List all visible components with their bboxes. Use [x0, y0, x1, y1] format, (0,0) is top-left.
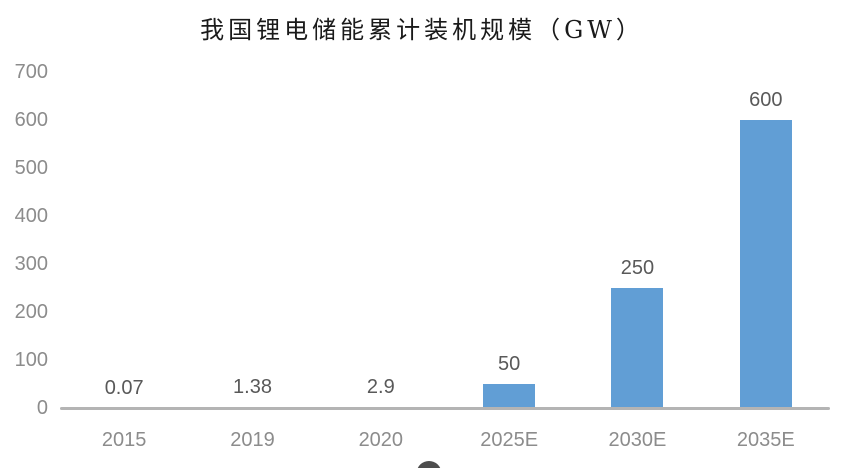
- x-axis-line: [60, 407, 830, 410]
- x-tick-label: 2035E: [736, 429, 795, 451]
- bar-slot: 2.9: [317, 72, 445, 408]
- bar-value-label: 600: [749, 89, 783, 111]
- bar: [739, 120, 792, 408]
- bar: [611, 288, 664, 408]
- x-tick-label: 2015: [101, 429, 147, 451]
- bar-value-label: 1.38: [233, 376, 272, 399]
- chart-title: 我国锂电储能累计装机规模（GW）: [200, 16, 644, 44]
- y-tick-label: 0: [36, 397, 48, 419]
- bar-slot: 600: [702, 72, 830, 408]
- y-tick-label: 200: [14, 301, 48, 323]
- bar-value-label: 2.9: [366, 375, 395, 398]
- y-tick-label: 500: [14, 157, 48, 179]
- cropped-logo-mark: [417, 461, 441, 468]
- bar-value-label: 250: [620, 257, 655, 279]
- plot-area: 0.07 1.38 2.9 50 250 600: [60, 72, 830, 408]
- y-tick-label: 700: [14, 61, 48, 83]
- y-tick-label: 300: [14, 253, 48, 275]
- bar-slot: 0.07: [60, 72, 188, 408]
- bar-value-label: 0.07: [104, 376, 144, 399]
- y-tick-label: 600: [14, 109, 48, 131]
- bar-slot: 50: [445, 72, 573, 408]
- bar-slot: 250: [573, 72, 701, 408]
- y-tick-label: 400: [14, 205, 48, 227]
- x-tick-label: 2020: [358, 429, 404, 451]
- x-axis: 2015 2019 2020 2025E 2030E 2035E: [60, 430, 830, 450]
- bar-slot: 1.38: [188, 72, 316, 408]
- y-axis: 0 100 200 300 400 500 600 700: [0, 62, 48, 418]
- x-tick-label: 2019: [230, 429, 275, 451]
- bar-value-label: 50: [498, 353, 521, 375]
- x-tick-label: 2030E: [608, 429, 667, 451]
- bar: [483, 384, 536, 408]
- y-tick-label: 100: [14, 349, 48, 371]
- x-tick-label: 2025E: [480, 429, 539, 451]
